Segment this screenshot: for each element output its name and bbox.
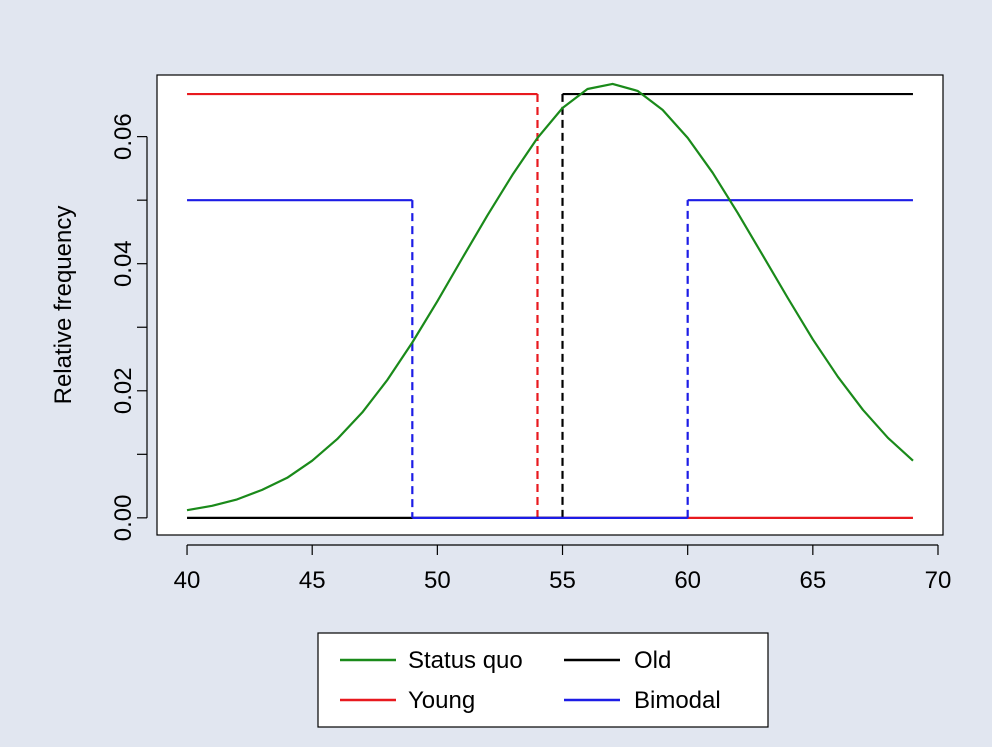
legend-entry: Status quo (340, 647, 523, 674)
x-axis: 40 45 50 55 60 65 70 (174, 544, 952, 594)
x-tick-label: 70 (925, 567, 952, 594)
y-tick-label: 0.06 (110, 113, 137, 160)
legend-box (317, 632, 769, 728)
series-status-quo (186, 82, 914, 512)
legend-label: Young (408, 687, 475, 714)
legend-entry: Young (340, 687, 475, 714)
x-tick-label: 65 (799, 567, 826, 594)
legend-label: Bimodal (634, 687, 721, 714)
y-axis-label: Relative frequency (50, 206, 77, 405)
x-tick-label: 55 (549, 567, 576, 594)
x-tick-label: 45 (299, 567, 326, 594)
series-bimodal (187, 199, 913, 519)
legend-entry: Bimodal (564, 687, 721, 714)
legend-entry: Old (564, 647, 671, 674)
x-tick-label: 50 (424, 567, 451, 594)
legend-label: Status quo (408, 647, 523, 674)
legend: Status quo Old Young Bimodal (317, 632, 769, 728)
series-layer (186, 82, 914, 519)
y-tick-label: 0.00 (110, 494, 137, 541)
y-axis: 0.00 0.02 0.04 0.06 (110, 113, 148, 541)
series-line (186, 82, 914, 512)
plot-area (156, 74, 944, 536)
y-tick-label: 0.04 (110, 240, 137, 287)
x-tick-label: 40 (174, 567, 201, 594)
x-tick-label: 60 (674, 567, 701, 594)
legend-label: Old (634, 647, 671, 674)
y-tick-label: 0.02 (110, 367, 137, 414)
